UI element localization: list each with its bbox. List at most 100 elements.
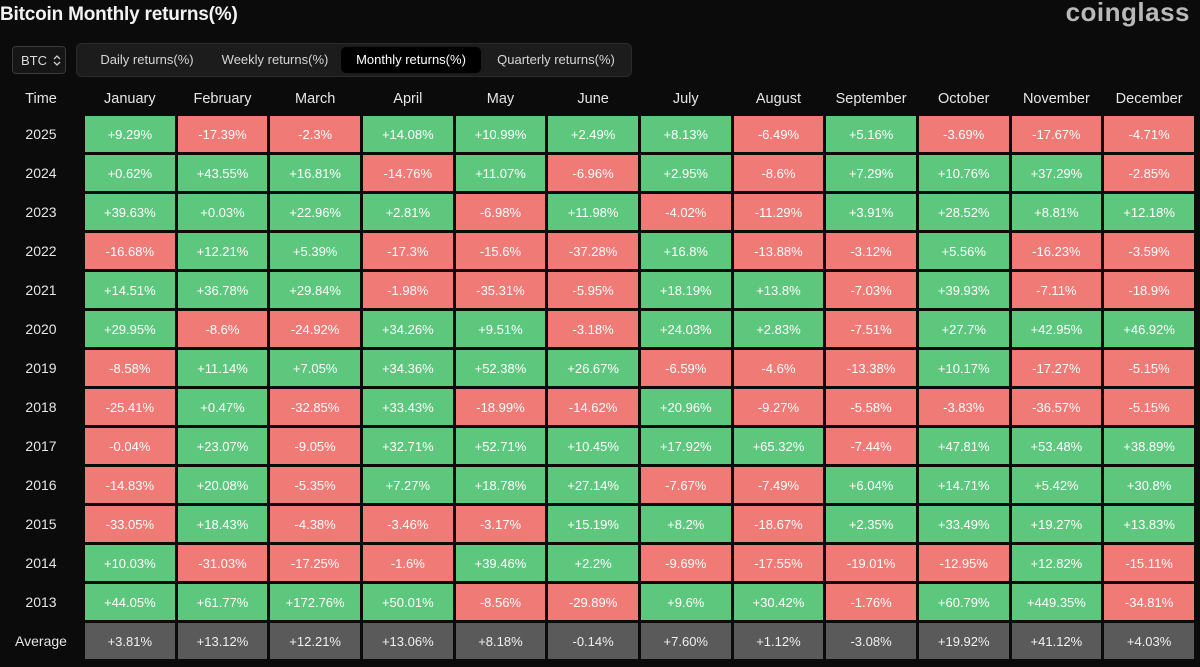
return-cell: -14.83%: [85, 467, 175, 503]
return-cell: +65.32%: [733, 428, 824, 464]
tab-monthly-returns[interactable]: Monthly returns(%): [341, 47, 481, 73]
return-cell: +7.05%: [270, 350, 360, 386]
return-cell: +10.99%: [455, 116, 546, 152]
return-cell: -33.05%: [85, 506, 175, 542]
return-cell: +12.21%: [177, 233, 268, 269]
return-cell: -7.11%: [1011, 272, 1102, 308]
tab-quarterly-returns[interactable]: Quarterly returns(%): [497, 52, 615, 67]
row-year-label: 2020: [25, 321, 57, 337]
return-cell: +5.42%: [1011, 467, 1102, 503]
column-header-july: July: [672, 91, 699, 107]
table-row: 2013 +44.05% +61.77% +172.76% +50.01% -8.56% -…: [0, 584, 1194, 620]
column-header-august: August: [755, 91, 801, 107]
return-cell: +5.39%: [270, 233, 360, 269]
asset-select[interactable]: BTC: [12, 46, 66, 74]
return-cell: -5.15%: [1104, 389, 1194, 425]
return-cell: +34.36%: [362, 350, 453, 386]
average-cell: +3.81%: [85, 623, 175, 659]
return-cell: -7.67%: [640, 467, 731, 503]
return-cell: -18.9%: [1104, 272, 1194, 308]
return-cell: +33.43%: [362, 389, 453, 425]
return-cell: -16.23%: [1011, 233, 1102, 269]
table-row: 2016 -14.83% +20.08% -5.35% +7.27% +18.78% +27…: [0, 467, 1194, 503]
return-cell: +5.56%: [918, 233, 1009, 269]
return-cell: -7.51%: [826, 311, 916, 347]
return-cell: -9.27%: [733, 389, 824, 425]
row-year-label: 2022: [25, 243, 57, 259]
table-row: 2015 -33.05% +18.43% -4.38% -3.46% -3.17% +15.…: [0, 506, 1194, 542]
column-header-january: January: [104, 91, 156, 107]
column-header-april: April: [393, 91, 423, 107]
return-cell: +27.14%: [548, 467, 638, 503]
return-cell: -2.85%: [1104, 155, 1194, 191]
return-cell: +28.52%: [918, 194, 1009, 230]
return-cell: -17.27%: [1011, 350, 1102, 386]
return-cell: +52.71%: [455, 428, 546, 464]
return-cell: -7.03%: [826, 272, 916, 308]
return-cell: +9.6%: [640, 584, 731, 620]
average-cell: +41.12%: [1011, 623, 1102, 659]
return-cell: -3.59%: [1104, 233, 1194, 269]
column-header-february: February: [193, 91, 252, 107]
row-year-label: 2021: [25, 282, 57, 298]
average-cell: +1.12%: [733, 623, 824, 659]
table-row: 2019 -8.58% +11.14% +7.05% +34.36% +52.38% +26…: [0, 350, 1194, 386]
average-cell: +12.21%: [270, 623, 360, 659]
return-cell: +12.82%: [1011, 545, 1102, 581]
column-header-october: October: [937, 91, 990, 107]
return-cell: -1.76%: [826, 584, 916, 620]
return-cell: +0.03%: [177, 194, 268, 230]
return-cell: -5.58%: [826, 389, 916, 425]
return-cell: +14.51%: [85, 272, 175, 308]
table-row: 2025 +9.29% -17.39% -2.3% +14.08% +10.99% +2.4…: [0, 116, 1194, 152]
return-cell: +44.05%: [85, 584, 175, 620]
return-cell: -19.01%: [826, 545, 916, 581]
return-cell: -4.02%: [640, 194, 731, 230]
return-cell: -8.6%: [177, 311, 268, 347]
chevron-up-down-icon: [53, 54, 61, 67]
return-cell: +11.98%: [548, 194, 638, 230]
return-cell: +17.92%: [640, 428, 731, 464]
return-cell: +10.76%: [918, 155, 1009, 191]
return-cell: +61.77%: [177, 584, 268, 620]
return-cell: -2.3%: [270, 116, 360, 152]
row-year-label: 2019: [25, 360, 57, 376]
return-cell: -0.04%: [85, 428, 175, 464]
return-cell: -7.49%: [733, 467, 824, 503]
return-cell: +19.27%: [1011, 506, 1102, 542]
return-cell: +39.63%: [85, 194, 175, 230]
return-cell: -36.57%: [1011, 389, 1102, 425]
return-cell: -17.55%: [733, 545, 824, 581]
return-cell: -14.76%: [362, 155, 453, 191]
return-cell: +38.89%: [1104, 428, 1194, 464]
table-row: 2017 -0.04% +23.07% -9.05% +32.71% +52.71% +10…: [0, 428, 1194, 464]
return-cell: +24.03%: [640, 311, 731, 347]
return-cell: -1.6%: [362, 545, 453, 581]
row-year-label: 2016: [25, 477, 57, 493]
return-cell: +9.51%: [455, 311, 546, 347]
row-year-label: 2025: [25, 126, 57, 142]
return-cell: +42.95%: [1011, 311, 1102, 347]
return-cell: +15.19%: [548, 506, 638, 542]
return-cell: -12.95%: [918, 545, 1009, 581]
tab-daily-returns[interactable]: Daily returns(%): [100, 52, 194, 67]
return-cell: -35.31%: [455, 272, 546, 308]
tab-weekly-returns[interactable]: Weekly returns(%): [221, 52, 329, 67]
return-cell: +11.07%: [455, 155, 546, 191]
return-cell: +22.96%: [270, 194, 360, 230]
column-header-june: June: [577, 91, 609, 107]
return-cell: -31.03%: [177, 545, 268, 581]
return-cell: -25.41%: [85, 389, 175, 425]
return-cell: +20.08%: [177, 467, 268, 503]
average-label: Average: [15, 633, 67, 649]
return-cell: +16.81%: [270, 155, 360, 191]
return-cell: +34.26%: [362, 311, 453, 347]
return-cell: +8.2%: [640, 506, 731, 542]
return-cell: -5.95%: [548, 272, 638, 308]
return-cell: +30.8%: [1104, 467, 1194, 503]
return-cell: +16.8%: [640, 233, 731, 269]
table-row: 2020 +29.95% -8.6% -24.92% +34.26% +9.51% -3.1…: [0, 311, 1194, 347]
return-cell: -24.92%: [270, 311, 360, 347]
return-cell: +7.27%: [362, 467, 453, 503]
asset-select-value: BTC: [21, 52, 47, 68]
